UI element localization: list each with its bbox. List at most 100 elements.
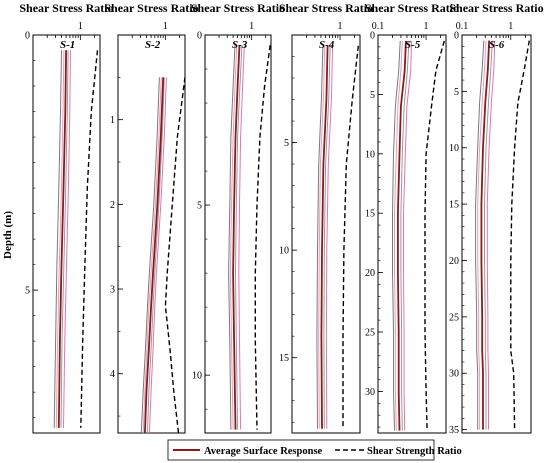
shear-strength-ratio-line — [80, 50, 99, 428]
column-title: Shear Stress Ratio — [104, 1, 198, 15]
plot-frame — [32, 34, 101, 434]
average-surface-response-line — [144, 77, 165, 434]
realization-line — [475, 40, 485, 430]
panel-label: S-3 — [232, 39, 248, 51]
realization-line — [53, 50, 62, 428]
y-tick-label: 15 — [279, 353, 289, 364]
x-tick-label: 1 — [249, 21, 254, 32]
y-tick-label: 5 — [454, 87, 459, 98]
y-tick-label: 1 — [110, 115, 115, 126]
average-surface-response-line — [396, 40, 407, 431]
realization-line — [403, 40, 413, 431]
realization-line — [484, 40, 493, 430]
realization-line — [60, 50, 69, 428]
x-tick-label: 1 — [78, 21, 83, 32]
legend-average-label: Average Surface Response — [204, 446, 323, 457]
x-tick-label: 0.1 — [456, 21, 469, 32]
y-tick-label: 10 — [192, 371, 202, 382]
legend: Average Surface Response Shear Strength … — [167, 439, 462, 461]
y-tick-label: 0 — [25, 31, 30, 42]
column-title: Shear Stress Ratio — [365, 1, 459, 15]
y-tick-label: 0 — [197, 31, 202, 42]
realization-line — [55, 50, 65, 428]
y-tick-label: 30 — [449, 369, 459, 380]
realization-line — [229, 45, 238, 430]
average-surface-response-line — [232, 45, 241, 430]
y-tick-label: 25 — [449, 312, 459, 323]
y-tick-label: 5 — [197, 201, 202, 212]
y-tick-label: 3 — [110, 285, 115, 296]
shear-strength-ratio-line — [424, 40, 445, 431]
y-tick-label: 0 — [454, 31, 459, 42]
column-title: Shear Stress Ratio — [191, 1, 285, 15]
shear-strength-ratio-line — [342, 45, 359, 429]
panel-label: S-2 — [145, 39, 161, 51]
realization-line — [323, 45, 331, 429]
y-tick-label: 25 — [365, 328, 375, 339]
realization-line — [316, 45, 324, 429]
x-tick-label: 0.1 — [372, 21, 385, 32]
realization-line — [392, 40, 401, 431]
realization-line — [394, 40, 403, 431]
x-tick-label: 1 — [424, 21, 429, 32]
y-tick-label: 5 — [284, 138, 289, 149]
plot-frame — [461, 34, 532, 434]
plot-frame — [291, 34, 361, 434]
y-tick-label: 0 — [370, 31, 375, 42]
y-tick-label: 10 — [365, 149, 375, 160]
realization-line — [325, 45, 334, 429]
panel-label: S-5 — [405, 39, 421, 51]
panel-label: S-4 — [319, 39, 335, 51]
realization-line — [234, 45, 243, 430]
shear-strength-ratio-line — [164, 77, 186, 434]
y-tick-label: 20 — [449, 256, 459, 267]
legend-strength-label: Shear Strength Ratio — [367, 446, 462, 457]
y-tick-label: 15 — [365, 209, 375, 220]
y-tick-label: 4 — [110, 369, 115, 380]
plot-frame — [117, 34, 186, 434]
legend-box — [167, 439, 435, 461]
column-title: Shear Stress Ratio — [449, 1, 543, 15]
shear-strength-ratio-line — [254, 45, 271, 430]
y-tick-label: 10 — [279, 246, 289, 257]
y-tick-label: 35 — [449, 425, 459, 436]
x-tick-label: 1 — [508, 21, 513, 32]
realization-line — [400, 40, 410, 431]
y-tick-label: 15 — [449, 200, 459, 211]
panel-s-2: Shear Stress Ratio 1 1 2 3 4 S-2 — [104, 1, 199, 434]
average-surface-response-line — [480, 40, 490, 430]
plot-frame — [377, 34, 447, 434]
realization-line — [477, 40, 487, 430]
realization-line — [63, 50, 71, 428]
y-tick-label: 5 — [370, 90, 375, 101]
panel-label: S-6 — [489, 39, 505, 51]
realization-line — [142, 77, 162, 434]
shear-strength-ratio-line — [510, 40, 530, 430]
column-title: Shear Stress Ratio — [19, 1, 113, 15]
y-tick-label: 5 — [25, 286, 30, 297]
realization-line — [486, 40, 496, 430]
panel-label: S-1 — [60, 39, 75, 51]
realization-line — [147, 77, 165, 434]
average-surface-response-line — [320, 45, 329, 429]
realization-line — [148, 77, 167, 434]
realization-line — [228, 45, 236, 430]
y-tick-label: 2 — [110, 200, 115, 211]
x-tick-label: 1 — [338, 21, 343, 32]
realization-line — [238, 45, 245, 430]
average-surface-response-line — [57, 50, 67, 428]
realization-line — [318, 45, 326, 429]
realization-line — [140, 77, 160, 434]
panel-s-1: Shear Stress Ratio 1 0 5 S-1 — [19, 1, 114, 434]
column-title: Shear Stress Ratio — [279, 1, 373, 15]
y-tick-label: 30 — [365, 387, 375, 398]
y-axis-label: Depth (m) — [2, 211, 14, 259]
y-tick-label: 20 — [365, 268, 375, 279]
y-tick-label: 10 — [449, 143, 459, 154]
